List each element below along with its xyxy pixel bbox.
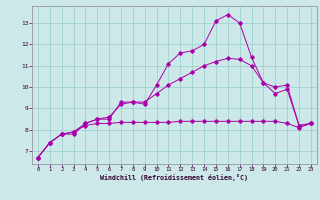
- X-axis label: Windchill (Refroidissement éolien,°C): Windchill (Refroidissement éolien,°C): [100, 174, 248, 181]
